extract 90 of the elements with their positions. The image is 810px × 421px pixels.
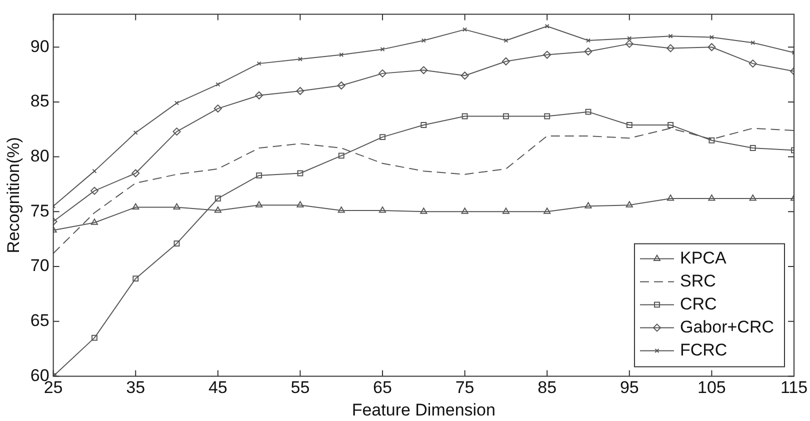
x-tick-label: 85 [538,378,557,398]
point [460,72,469,80]
point [420,66,428,74]
point [420,208,428,214]
point [90,186,98,195]
y-axis-title: Recognition(%) [4,137,23,254]
y-tick-label: 65 [30,311,50,330]
x-axis-title: Feature Dimension [352,400,496,420]
point [338,152,344,159]
point [625,40,634,48]
point [173,203,180,210]
point [296,86,304,95]
legend-label: Gabor+CRC [680,317,774,336]
legend-label: SRC [680,271,716,290]
point [256,172,262,178]
point [708,137,715,144]
x-tick-label: 55 [290,378,310,398]
point [256,201,263,208]
point [91,334,98,341]
point [216,82,220,87]
point [544,113,550,120]
point [709,34,714,40]
point [627,36,632,41]
point [502,57,510,66]
legend-label: FCRC [680,340,728,360]
y-tick-label: 85 [30,92,50,111]
point [378,206,386,213]
point [750,145,756,152]
point [667,194,674,201]
point [626,122,632,128]
point [502,208,510,214]
point [214,196,221,202]
x-tick-label: 65 [373,378,392,398]
point [586,38,591,43]
point [337,82,346,90]
point [584,47,592,56]
point [750,40,756,45]
point [708,43,716,52]
point [339,52,344,58]
point [256,61,262,66]
point [504,38,508,43]
point [626,201,633,208]
point [296,201,304,208]
point [462,113,468,120]
point [421,38,426,43]
point [544,208,551,214]
x-tick-label: 115 [780,378,808,398]
point [462,27,468,32]
x-tick-label: 75 [455,378,474,398]
point [666,44,675,52]
point [174,100,180,106]
point [214,206,222,213]
point [90,218,98,225]
point [297,170,304,176]
point [461,208,468,214]
point [420,122,427,128]
point [544,24,550,29]
point [132,203,140,210]
point [338,206,345,213]
legend-label: CRC [680,294,717,314]
x-tick-label: 35 [126,378,146,398]
point [174,240,180,246]
point [543,50,552,59]
point [748,60,757,68]
y-tick-label: 75 [30,201,50,220]
point [298,56,302,62]
point [378,69,387,78]
point [668,122,674,128]
point [749,194,756,201]
point [668,34,673,38]
point [92,168,97,174]
point [133,130,138,135]
point [585,108,592,115]
point [380,134,386,140]
point [255,91,264,100]
point [708,194,716,201]
y-tick-label: 80 [30,146,50,166]
y-tick-label: 90 [30,36,50,56]
point [132,276,139,282]
x-tick-label: 45 [208,378,228,398]
point [380,47,385,52]
point [172,128,181,136]
point [584,202,592,208]
point [214,104,222,113]
legend-label: KPCA [680,248,727,268]
x-tick-label: 105 [698,378,726,398]
x-tick-label: 95 [620,378,639,398]
point [502,113,509,120]
point [132,169,140,178]
y-tick-label: 70 [30,256,50,276]
